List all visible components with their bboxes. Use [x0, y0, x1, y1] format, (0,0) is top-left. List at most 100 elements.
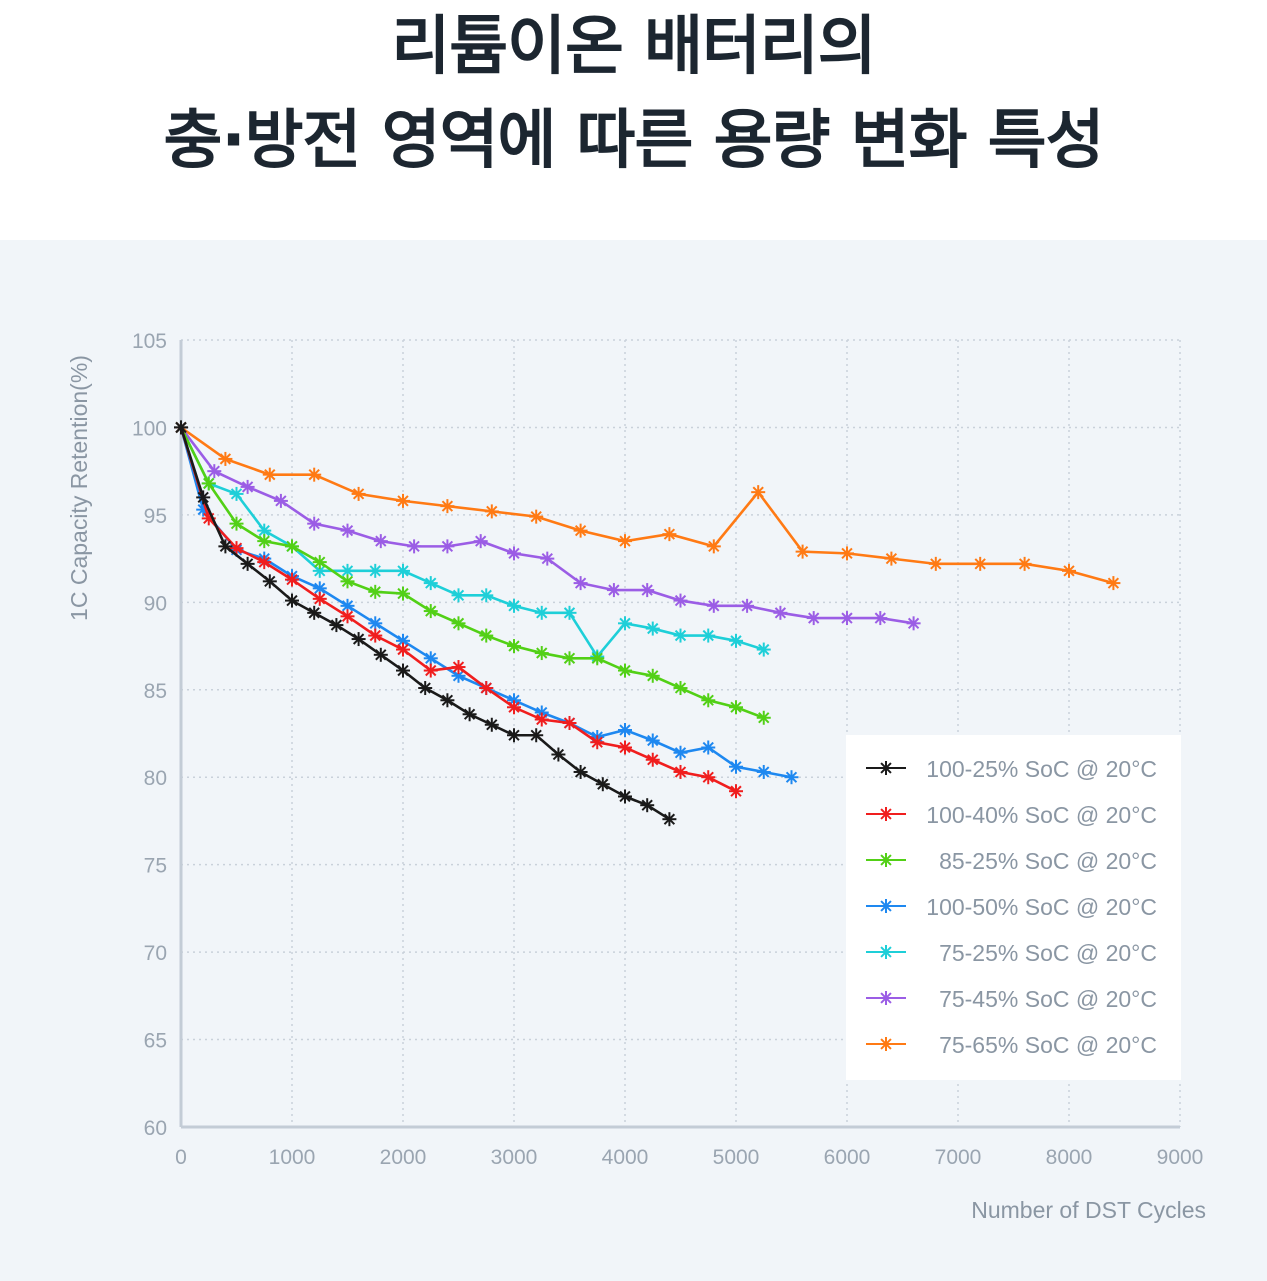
data-point — [257, 534, 272, 549]
legend-label: 100-40% SoC @ 20°C — [926, 802, 1157, 828]
marker-stroke — [508, 547, 520, 560]
data-point — [673, 681, 688, 696]
marker-stroke — [1018, 558, 1031, 570]
marker-stroke — [563, 652, 576, 664]
data-point — [906, 616, 921, 631]
marker-stroke — [475, 535, 487, 547]
legend-label: 100-50% SoC @ 20°C — [926, 894, 1157, 920]
marker-stroke — [308, 607, 320, 619]
data-point — [884, 551, 899, 566]
data-point — [484, 504, 499, 519]
data-point — [262, 574, 277, 589]
marker-stroke — [463, 708, 476, 720]
legend-item: 75-25% SoC @ 20°C — [866, 940, 1157, 966]
marker-stroke — [674, 682, 687, 694]
data-point — [484, 717, 499, 732]
data-point — [873, 611, 888, 626]
marker-stroke — [536, 647, 548, 659]
data-point — [451, 660, 466, 675]
legend-marker — [879, 807, 893, 821]
marker-stroke — [641, 584, 653, 596]
legend-item: 100-25% SoC @ 20°C — [866, 756, 1157, 782]
marker-stroke — [286, 540, 298, 553]
marker-stroke — [880, 854, 892, 866]
x-tick-label: 4000 — [602, 1146, 649, 1169]
data-point — [973, 556, 988, 571]
data-point — [529, 728, 544, 743]
data-point — [756, 642, 771, 657]
marker-stroke — [974, 558, 986, 570]
x-tick-label: 1000 — [269, 1146, 316, 1169]
data-point — [418, 681, 433, 696]
marker-stroke — [808, 612, 820, 624]
data-point — [329, 618, 344, 633]
y-tick-label: 75 — [144, 855, 167, 878]
marker-stroke — [674, 629, 687, 642]
marker-stroke — [708, 540, 720, 553]
data-point — [618, 534, 632, 549]
marker-stroke — [452, 589, 465, 601]
data-point — [229, 486, 244, 501]
marker-stroke — [369, 565, 381, 577]
legend-label: 75-65% SoC @ 20°C — [939, 1032, 1157, 1058]
data-point — [440, 693, 455, 708]
marker-stroke — [352, 633, 365, 645]
data-point — [1062, 563, 1076, 578]
data-point — [451, 616, 466, 631]
marker-stroke — [619, 741, 631, 754]
marker-stroke — [841, 547, 853, 560]
data-point — [784, 770, 799, 785]
x-tick-label: 8000 — [1046, 1146, 1093, 1169]
marker-stroke — [874, 612, 886, 624]
marker-stroke — [574, 766, 587, 778]
data-point — [701, 770, 716, 785]
data-point — [662, 527, 677, 542]
marker-stroke — [758, 712, 770, 724]
marker-stroke — [880, 946, 892, 958]
marker-stroke — [258, 535, 270, 547]
marker-stroke — [203, 477, 215, 490]
data-point — [340, 574, 355, 589]
marker-stroke — [619, 790, 631, 803]
marker-stroke — [208, 465, 220, 477]
data-point — [618, 723, 632, 738]
data-point — [196, 490, 211, 505]
y-tick-label: 90 — [144, 592, 167, 615]
marker-stroke — [563, 607, 576, 619]
marker-stroke — [341, 575, 354, 588]
marker-stroke — [369, 617, 381, 629]
legend-label: 100-25% SoC @ 20°C — [926, 756, 1157, 782]
data-point — [701, 740, 716, 755]
x-tick-label: 9000 — [1157, 1146, 1204, 1169]
data-point — [673, 628, 688, 643]
series-75-65% — [174, 420, 1121, 591]
data-point — [507, 700, 521, 715]
y-tick-label: 105 — [132, 330, 167, 353]
marker-stroke — [1107, 577, 1120, 589]
marker-stroke — [397, 565, 409, 577]
legend-item: 85-25% SoC @ 20°C — [866, 848, 1157, 874]
data-point — [201, 476, 216, 491]
marker-stroke — [641, 799, 653, 811]
legend-marker — [879, 945, 893, 959]
data-point — [285, 539, 299, 554]
data-point — [396, 563, 410, 578]
x-tick-label: 2000 — [380, 1146, 427, 1169]
data-point — [1017, 556, 1032, 571]
marker-stroke — [452, 670, 465, 682]
marker-stroke — [341, 524, 354, 537]
legend-item: 75-45% SoC @ 20°C — [866, 986, 1157, 1012]
marker-stroke — [774, 607, 787, 619]
series-75-25% — [174, 420, 771, 664]
series-line — [179, 426, 914, 625]
series-100-40% — [174, 420, 743, 799]
data-point — [534, 605, 549, 620]
marker-stroke — [308, 517, 320, 530]
marker-stroke — [452, 661, 465, 673]
data-point — [840, 546, 854, 561]
data-point — [396, 642, 410, 657]
data-point — [257, 523, 272, 538]
data-point — [662, 812, 677, 827]
series-100-25% — [174, 420, 677, 827]
marker-stroke — [785, 771, 798, 783]
